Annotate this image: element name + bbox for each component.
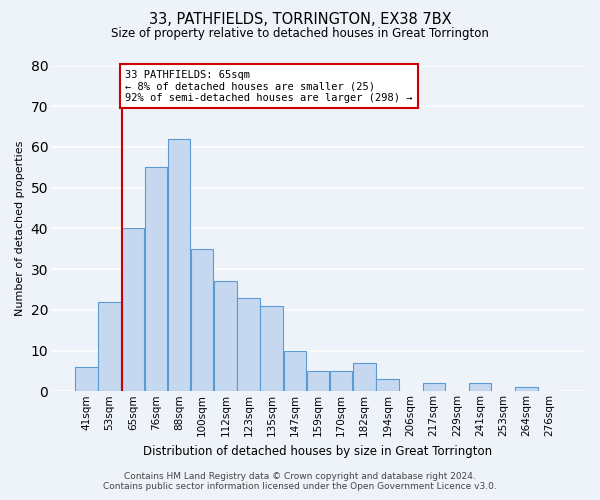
Bar (284, 350, 306, 392)
Bar (98, 302, 121, 392)
X-axis label: Distribution of detached houses by size in Great Torrington: Distribution of detached houses by size … (143, 444, 493, 458)
Bar (330, 371, 352, 392)
Bar (168, 139, 190, 392)
Text: 33 PATHFIELDS: 65sqm
← 8% of detached houses are smaller (25)
92% of semi-detach: 33 PATHFIELDS: 65sqm ← 8% of detached ho… (125, 70, 413, 103)
Bar (191, 248, 214, 392)
Bar (422, 383, 445, 392)
Bar (376, 379, 398, 392)
Bar (469, 383, 491, 392)
Bar (353, 363, 376, 392)
Bar (122, 228, 144, 392)
Bar (237, 298, 260, 392)
Y-axis label: Number of detached properties: Number of detached properties (15, 140, 25, 316)
Text: Contains HM Land Registry data © Crown copyright and database right 2024.
Contai: Contains HM Land Registry data © Crown c… (103, 472, 497, 491)
Bar (260, 306, 283, 392)
Text: 33, PATHFIELDS, TORRINGTON, EX38 7BX: 33, PATHFIELDS, TORRINGTON, EX38 7BX (149, 12, 451, 28)
Bar (214, 282, 236, 392)
Bar (75, 367, 98, 392)
Bar (145, 168, 167, 392)
Text: Size of property relative to detached houses in Great Torrington: Size of property relative to detached ho… (111, 28, 489, 40)
Bar (515, 387, 538, 392)
Bar (307, 371, 329, 392)
